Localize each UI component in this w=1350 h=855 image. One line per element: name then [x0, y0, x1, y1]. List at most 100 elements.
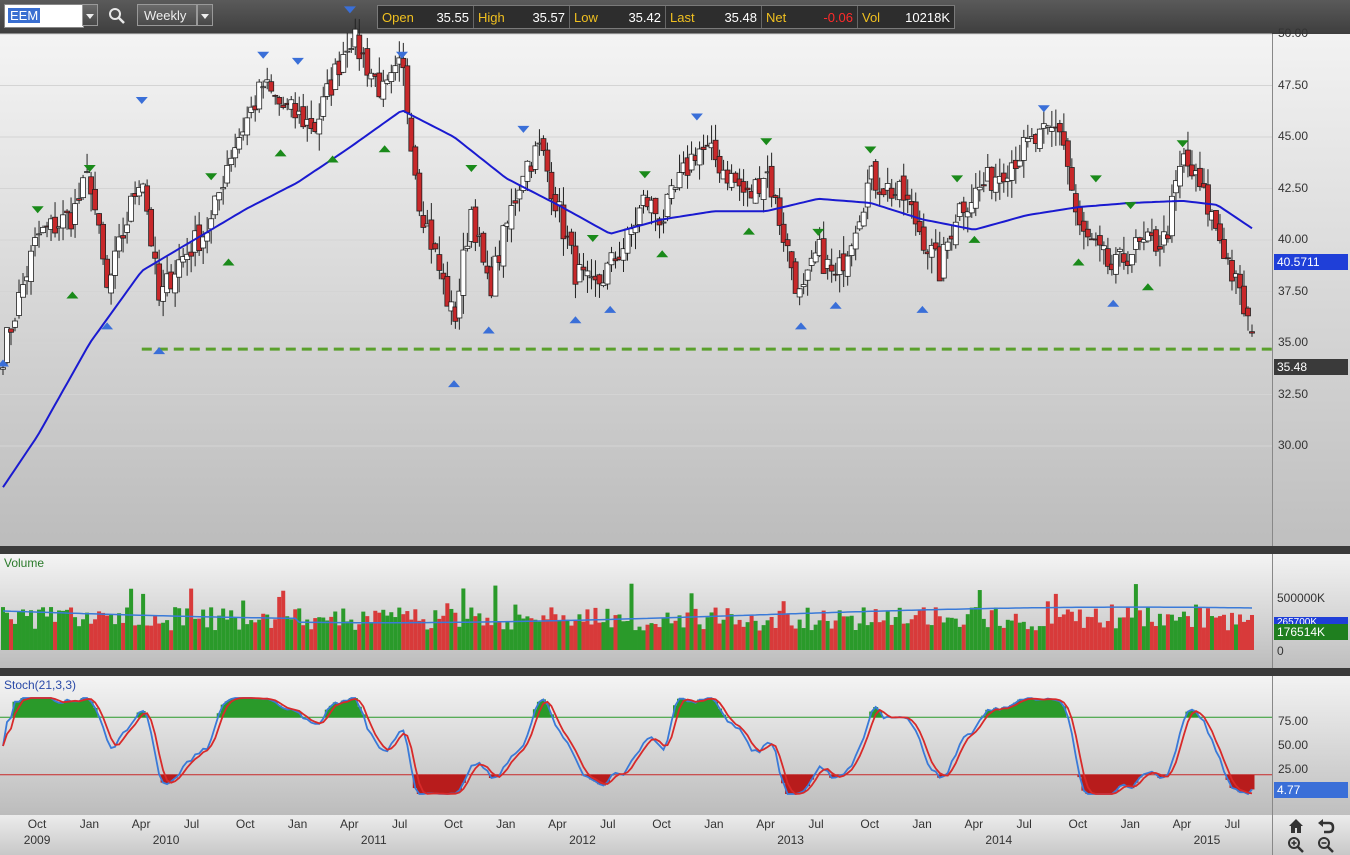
volume-bar: [1097, 622, 1102, 650]
volume-bar: [1153, 626, 1158, 650]
candle: [332, 58, 339, 91]
price-tick-label: 30.00: [1278, 438, 1309, 452]
quote-low: Low 35.42: [570, 6, 666, 28]
candle: [364, 37, 371, 87]
candle: [912, 192, 919, 236]
volume-bar: [97, 611, 102, 650]
volume-bar: [69, 607, 74, 650]
home-icon[interactable]: [1287, 817, 1305, 835]
candle: [260, 80, 267, 99]
volume-bar: [381, 609, 386, 650]
volume-bar: [1241, 621, 1246, 650]
pane-divider[interactable]: [0, 546, 1350, 554]
candle: [84, 153, 90, 174]
undo-icon[interactable]: [1317, 817, 1335, 835]
chart-nav-controls: [1272, 815, 1350, 855]
volume-bar: [169, 630, 174, 650]
volume-chart[interactable]: Volume: [0, 554, 1272, 668]
candle: [980, 172, 987, 193]
volume-bar: [729, 614, 734, 650]
candle: [768, 152, 775, 208]
moving-average-line: [2, 109, 1253, 488]
volume-bar: [113, 624, 118, 650]
candle: [992, 163, 999, 202]
quote-value: 35.42: [628, 9, 661, 25]
candle: [1120, 236, 1127, 270]
candle: [356, 19, 363, 71]
volume-bar: [989, 610, 994, 650]
date-axis[interactable]: Oct Jan Apr Jul Oct Jan Apr Jul Oct Jan Apr Jul Oct J…: [0, 815, 1272, 855]
volume-bar: [601, 622, 606, 650]
volume-bar: [797, 619, 802, 650]
volume-bar: [361, 611, 366, 650]
interval-dropdown-button[interactable]: [197, 4, 213, 26]
candle: [632, 207, 639, 250]
date-tick-month: Oct: [27, 817, 47, 831]
volume-bar: [393, 617, 398, 650]
symbol-input[interactable]: EEM: [4, 4, 84, 28]
volume-bar: [25, 616, 30, 650]
volume-bar: [549, 607, 554, 650]
volume-tick-500000k: 500000K: [1277, 591, 1326, 605]
interval-select[interactable]: Weekly: [137, 4, 197, 26]
candle: [100, 221, 106, 265]
volume-bar: [1177, 617, 1182, 650]
swing-marker: [656, 250, 669, 258]
candle: [408, 112, 415, 152]
volume-bar: [313, 618, 318, 650]
volume-bar: [609, 627, 614, 650]
volume-bar: [1185, 616, 1190, 650]
candle: [152, 236, 159, 275]
volume-bar: [285, 616, 290, 650]
candle: [280, 96, 287, 110]
price-plot[interactable]: [0, 6, 1350, 546]
candle: [212, 195, 219, 220]
date-tick-month: Apr: [756, 817, 775, 831]
zoom-in-icon[interactable]: [1287, 836, 1305, 854]
volume-bar: [733, 624, 738, 650]
volume-bar: [13, 623, 18, 650]
candle: [236, 128, 243, 154]
candle: [620, 238, 627, 273]
zoom-out-icon[interactable]: [1317, 836, 1335, 854]
volume-bar: [705, 617, 710, 650]
candle: [4, 327, 10, 365]
volume-bar: [997, 625, 1002, 650]
volume-bar: [673, 620, 678, 650]
pane-divider-2[interactable]: [0, 668, 1350, 676]
volume-last-tag: 176514K: [1274, 624, 1348, 640]
volume-bar: [261, 613, 266, 650]
stochastic-chart[interactable]: Stoch(21,3,3): [0, 676, 1272, 815]
volume-bar: [725, 608, 730, 650]
volume-bar: [1217, 616, 1222, 650]
candle: [96, 213, 102, 234]
quote-high: High 35.57: [474, 6, 570, 28]
volume-bar: [657, 627, 662, 650]
candle: [580, 253, 587, 281]
date-tick-month: Jul: [183, 817, 200, 831]
volume-bar: [77, 626, 82, 650]
volume-bar: [145, 625, 150, 650]
volume-bar: [149, 625, 154, 650]
volume-bar: [33, 628, 38, 650]
candle: [788, 250, 795, 281]
volume-bar: [473, 616, 478, 650]
search-icon[interactable]: [108, 7, 126, 25]
price-chart[interactable]: [0, 6, 1350, 546]
volume-bar: [957, 626, 962, 650]
volume-bar: [93, 619, 98, 650]
candle: [456, 278, 463, 330]
quote-label: High: [478, 9, 505, 25]
volume-bar: [1057, 616, 1062, 650]
date-tick-month: Jan: [287, 817, 308, 831]
volume-bar: [241, 600, 246, 650]
volume-bar: [1101, 627, 1106, 650]
candle: [652, 197, 659, 232]
symbol-dropdown-button[interactable]: [82, 4, 98, 26]
volume-bar: [741, 626, 746, 650]
candle: [900, 163, 907, 216]
volume-bar: [249, 620, 254, 650]
candle: [796, 288, 803, 306]
volume-bar: [1213, 617, 1218, 650]
volume-bar: [857, 623, 862, 650]
